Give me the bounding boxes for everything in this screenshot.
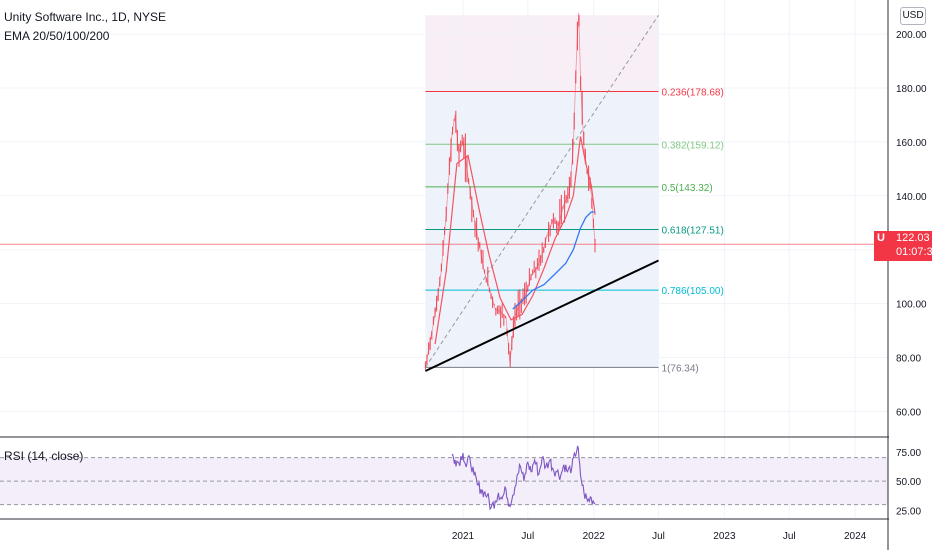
- fib-level-label: 0.382(159.12): [662, 140, 724, 151]
- ema-slow-line: [512, 211, 596, 310]
- price-axis-bg: [889, 0, 932, 550]
- time-tick-label: 2024: [844, 531, 867, 542]
- fib-level-label: 1(76.34): [662, 363, 699, 374]
- fib-level-label: 0.786(105.00): [662, 286, 724, 297]
- rsi-tick-label: 25.00: [896, 507, 921, 518]
- ema-fast-line: [434, 136, 596, 345]
- time-tick-label: Jul: [521, 531, 534, 542]
- symbol-title: Unity Software Inc., 1D, NYSE: [4, 10, 167, 24]
- price-tag-countdown: 01:07:38: [896, 246, 932, 258]
- price-tick-label: 200.00: [896, 30, 927, 41]
- fib-diagonal-line: [424, 14, 659, 368]
- rsi-line: [451, 445, 596, 511]
- fib-level-label: 0.5(143.32): [662, 183, 713, 194]
- price-tag-symbol: U: [877, 232, 885, 244]
- current-price-tag: U 122.03 01:07:38: [874, 231, 932, 261]
- fib-level-label: 0.618(127.51): [662, 225, 724, 236]
- time-tick-label: Jul: [652, 531, 665, 542]
- price-tick-label: 180.00: [896, 84, 927, 95]
- fib-level-label: 0.236(178.68): [662, 88, 724, 99]
- time-tick-label: Jul: [783, 531, 796, 542]
- rsi-label[interactable]: RSI (14, close): [4, 449, 84, 463]
- price-tag-value: 122.03: [896, 232, 930, 244]
- indicator-label[interactable]: EMA 20/50/100/200: [4, 29, 110, 43]
- time-tick-label: 2023: [713, 531, 736, 542]
- rsi-tick-label: 50.00: [896, 477, 921, 488]
- price-tick-label: 100.00: [896, 300, 927, 311]
- support-trendline: [424, 259, 659, 372]
- price-tick-label: 140.00: [896, 192, 927, 203]
- price-close-line: [425, 12, 596, 369]
- price-tick-label: 160.00: [896, 138, 927, 149]
- rsi-tick-label: 75.00: [896, 448, 921, 459]
- time-tick-label: 2021: [452, 531, 475, 542]
- price-tick-label: 60.00: [896, 407, 921, 418]
- currency-badge[interactable]: USD: [900, 7, 926, 25]
- price-tick-label: 80.00: [896, 354, 921, 365]
- time-tick-label: 2022: [583, 531, 606, 542]
- fib-zone-top: [425, 15, 659, 92]
